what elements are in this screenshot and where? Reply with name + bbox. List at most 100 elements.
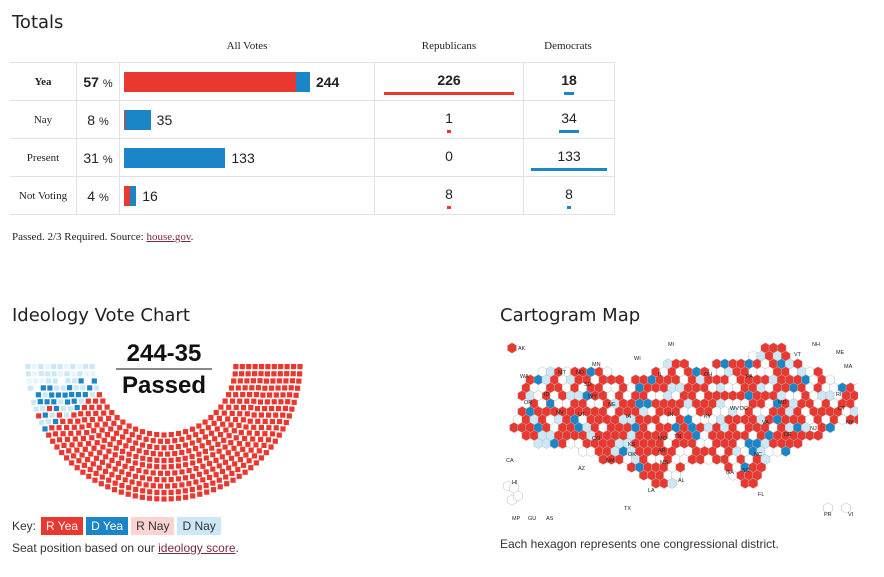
seat	[210, 480, 216, 486]
seat	[225, 416, 231, 422]
seat	[231, 378, 237, 384]
seat	[63, 364, 70, 370]
seat	[65, 378, 71, 384]
seat	[175, 495, 182, 501]
seat	[271, 364, 277, 370]
seat	[215, 441, 221, 447]
seat	[244, 378, 250, 384]
seat	[150, 470, 156, 476]
seat	[186, 434, 192, 440]
seat	[216, 448, 222, 454]
seat	[161, 432, 167, 438]
state-label: AZ	[578, 466, 586, 472]
ideology-score-link[interactable]: ideology score	[158, 541, 236, 555]
seat	[241, 405, 247, 411]
seat	[102, 468, 109, 474]
seat	[231, 445, 237, 451]
state-label: AL	[678, 478, 685, 484]
bar-republican	[124, 109, 125, 130]
seat	[29, 392, 35, 398]
source-link[interactable]: house.gov	[146, 231, 191, 243]
seat	[182, 475, 189, 481]
seat	[79, 424, 85, 430]
seat	[161, 464, 167, 470]
seat	[51, 399, 57, 405]
seat	[32, 371, 38, 377]
seat	[133, 440, 139, 446]
seat	[236, 422, 242, 428]
seat	[53, 405, 59, 412]
republican-cell: 1	[374, 100, 524, 139]
key-d-yea: D Yea	[86, 517, 129, 535]
chart-key: Key: R Yea D Yea R Nay D Nay	[12, 517, 221, 535]
all-votes-bar-cell: 244	[119, 62, 375, 101]
seat	[125, 458, 131, 464]
footnote-suffix: .	[190, 231, 194, 243]
seat	[75, 392, 81, 398]
all-votes-bar-cell: 133	[119, 138, 375, 177]
seat	[129, 432, 135, 438]
seat	[168, 496, 174, 502]
seat	[140, 455, 146, 461]
seat	[233, 392, 239, 398]
seat	[50, 438, 56, 444]
seat	[239, 371, 245, 377]
seat	[104, 404, 110, 410]
district-hex	[507, 342, 517, 354]
seat	[175, 457, 181, 463]
seat	[210, 466, 216, 472]
seat	[189, 473, 196, 479]
seat	[237, 457, 243, 463]
seat	[229, 470, 235, 476]
key-r-nay: R Nay	[131, 517, 175, 535]
seat	[245, 441, 251, 447]
seat	[83, 371, 89, 377]
state-label: CO	[592, 436, 601, 442]
totals-row: Not Voting 4 % 16 8 8	[10, 176, 615, 215]
seat	[44, 399, 50, 405]
seat	[64, 455, 70, 461]
district-hex	[651, 477, 661, 489]
seat	[82, 446, 88, 452]
democrat-count: 8	[565, 185, 573, 202]
district-hex	[841, 502, 851, 514]
seat	[245, 371, 251, 377]
total-value: 133	[231, 149, 255, 166]
seat	[248, 465, 254, 471]
seat	[199, 428, 205, 435]
democrat-count: 34	[561, 109, 577, 126]
seat	[224, 481, 230, 487]
state-label: OR	[524, 400, 532, 406]
seat	[93, 470, 99, 476]
seat	[229, 398, 236, 404]
seat	[213, 472, 219, 478]
all-votes-bar-cell: 35	[119, 100, 375, 139]
seat	[71, 424, 77, 430]
seat	[240, 446, 246, 452]
district-hex	[659, 477, 669, 489]
republican-count: 1	[445, 109, 453, 126]
state-label: NV	[556, 410, 564, 416]
seat	[51, 371, 57, 377]
district-hex	[813, 430, 823, 441]
seat	[93, 455, 100, 461]
seat	[283, 419, 289, 426]
seat	[240, 392, 246, 398]
seat	[203, 469, 209, 475]
seat	[78, 411, 84, 417]
key-label: Key:	[12, 519, 37, 533]
state-label: RI	[836, 392, 842, 398]
seat	[129, 446, 135, 452]
republican-count: 8	[445, 185, 453, 202]
seat	[216, 415, 222, 421]
state-label: MN	[592, 362, 601, 368]
seat	[90, 371, 96, 377]
seat	[172, 483, 178, 489]
seat	[212, 436, 218, 442]
seat	[290, 371, 296, 377]
seat	[256, 448, 262, 454]
seat	[268, 444, 274, 450]
state-label: MA	[844, 364, 853, 370]
seat	[133, 453, 139, 460]
seat	[172, 470, 178, 476]
